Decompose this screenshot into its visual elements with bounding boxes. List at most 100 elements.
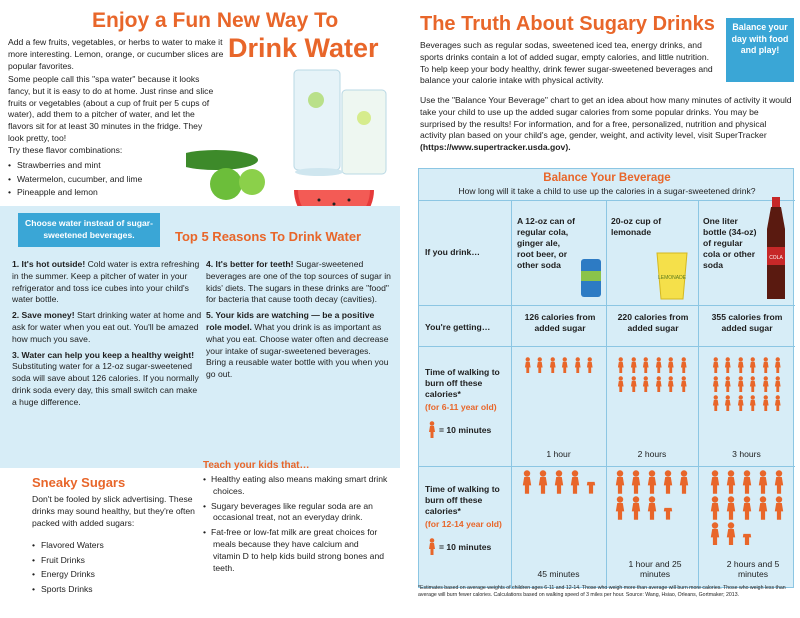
combos-title: Try these flavor combinations:	[8, 145, 123, 155]
walking-figure	[642, 357, 649, 374]
walking-figure	[712, 376, 719, 393]
list-item: Strawberries and mint	[8, 159, 142, 173]
walking-figure	[647, 470, 657, 494]
drink-name-1: A 12-oz can of regular cola, ginger ale,…	[517, 216, 575, 270]
walking-figure	[647, 496, 657, 520]
walking-figure	[749, 357, 756, 374]
walking-figure	[710, 521, 719, 546]
list-item: Sugary beverages like regular soda are a…	[203, 501, 388, 525]
right-paragraph-2: Use the "Balance Your Beverage" chart to…	[420, 95, 792, 154]
walking-figure	[774, 357, 781, 374]
walking-figure	[737, 357, 744, 374]
intro-text-2: Some people call this "spa water" becaus…	[8, 74, 214, 143]
reasons-list-2: 4. It's better for teeth! Sugar-sweetene…	[206, 259, 391, 385]
walking-figure	[574, 357, 581, 374]
supertracker-link[interactable]: (https://www.supertracker.usda.gov).	[420, 142, 571, 153]
walker-icon	[429, 421, 435, 438]
reason-body: Start drinking water at home and ask for…	[12, 310, 202, 344]
divider	[606, 200, 607, 589]
walking-figure	[617, 357, 624, 374]
if-you-drink-label: If you drink…	[425, 247, 480, 257]
list-item: Watermelon, cucumber, and lime	[8, 173, 142, 187]
list-item: Fruit Drinks	[32, 553, 104, 568]
right-paragraph-1: Beverages such as regular sodas, sweeten…	[420, 40, 713, 86]
divider	[511, 200, 512, 589]
list-item: Energy Drinks	[32, 567, 104, 582]
walking-figure	[726, 521, 735, 546]
walking-figure	[586, 357, 593, 374]
reason-head: 1. It's hot outside!	[12, 259, 86, 269]
walking-figure	[680, 376, 687, 393]
divider	[419, 346, 795, 347]
walking-figure	[726, 470, 735, 494]
walking-figure	[774, 395, 781, 412]
tip-box: Choose water instead of sugar-sweetened …	[18, 213, 160, 247]
walking-figure	[724, 357, 731, 374]
walking-figure	[536, 357, 543, 374]
reasons-title: Top 5 Reasons To Drink Water	[175, 229, 362, 244]
walking-figure	[617, 376, 624, 393]
time-old-3: 2 hours and 5 minutes	[726, 559, 780, 579]
sneaky-text: Don't be fooled by slick advertising. Th…	[32, 494, 195, 528]
chart-subtitle: How long will it take a child to use up …	[458, 186, 756, 196]
walking-figure	[712, 357, 719, 374]
walking-figure	[631, 496, 641, 520]
age-old: (for 12-14 year old)	[425, 519, 502, 529]
page-title-line1: Enjoy a Fun New Way To	[92, 9, 339, 32]
reasons-band	[0, 206, 400, 468]
walking-figure	[724, 376, 731, 393]
walking-figure	[680, 357, 687, 374]
reason-body: Cold water is extra refreshing in the su…	[12, 259, 200, 305]
walking-figure	[758, 496, 767, 520]
reason-head: 2. Save money!	[12, 310, 75, 321]
walking-figure	[615, 470, 625, 494]
walking-figure	[737, 376, 744, 393]
page-title-line2: Drink Water	[228, 33, 379, 63]
walking-figure	[586, 481, 595, 494]
reason-head: 5. Your kids are watching — be a positiv…	[206, 310, 375, 332]
teach-title: Teach your kids that…	[203, 460, 310, 471]
walking-figure	[774, 496, 783, 520]
intro-text: Add a few fruits, vegetables, or herbs t…	[8, 37, 224, 71]
chart-title: Balance Your Beverage	[543, 172, 671, 184]
walking-figure	[724, 395, 731, 412]
age-young: (for 6-11 year old)	[425, 402, 497, 412]
walker-icon	[429, 538, 435, 555]
equals-label-old: = 10 minutes	[439, 542, 492, 552]
walking-figure	[774, 470, 783, 494]
list-item: Pineapple and lemon	[8, 186, 142, 200]
lemonade-label: LEMONADE	[658, 275, 687, 281]
walking-figure	[561, 357, 568, 374]
reasons-list-1: 1. It's hot outside! Cold water is extra…	[12, 259, 202, 413]
walking-figure	[762, 376, 769, 393]
time-young-1: 1 hour	[546, 449, 571, 459]
walking-figure	[774, 376, 781, 393]
walking-figure	[742, 470, 751, 494]
walking-figure	[524, 357, 531, 374]
walking-figure	[615, 496, 625, 520]
cola-bottle-icon: COLA	[767, 197, 785, 299]
time-old-2: 1 hour and 25 minutes	[628, 559, 682, 579]
paragraph-text: Use the "Balance Your Beverage" chart to…	[420, 95, 792, 141]
walk-label-young: Time of walking to burn off these calori…	[425, 367, 500, 399]
walking-figure	[655, 376, 662, 393]
time-young-3: 3 hours	[732, 449, 761, 459]
list-item: 1. It's hot outside! Cold water is extra…	[12, 259, 202, 306]
walking-figure	[667, 357, 674, 374]
walking-figure	[758, 470, 767, 494]
walking-figure	[712, 395, 719, 412]
reason-body: Sugar-sweetened beverages are one of the…	[206, 259, 391, 305]
walking-figure	[737, 395, 744, 412]
teach-list: Healthy eating also means making smart d…	[203, 474, 388, 577]
list-item: 4. It's better for teeth! Sugar-sweetene…	[206, 259, 391, 306]
walking-figure	[762, 395, 769, 412]
divider	[419, 466, 795, 467]
walking-figure	[749, 376, 756, 393]
walking-figure	[570, 470, 579, 494]
list-item: Fat-free or low-fat milk are great choic…	[203, 527, 388, 574]
walk-label-old: Time of walking to burn off these calori…	[425, 484, 500, 516]
calories-3: 355 calories from added sugar	[711, 312, 783, 333]
walking-figure	[710, 470, 719, 494]
walking-figure	[630, 357, 637, 374]
soda-can-icon	[581, 259, 601, 297]
